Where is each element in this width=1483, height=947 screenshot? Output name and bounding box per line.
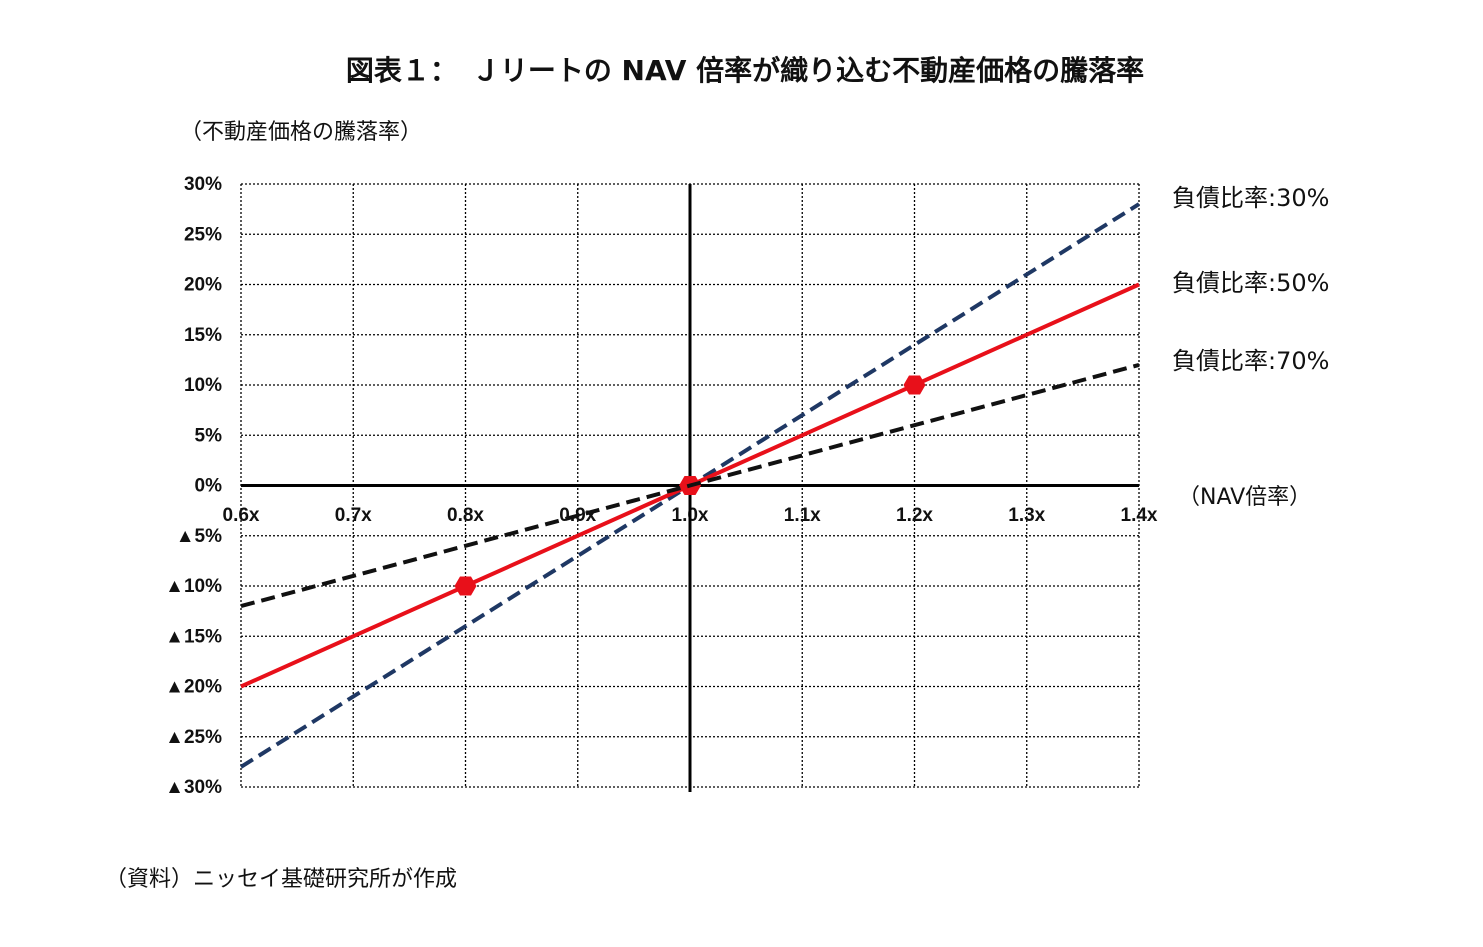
y-tick-label: ▲20% xyxy=(165,677,222,698)
series-line xyxy=(240,362,1140,609)
y-tick-label: ▲15% xyxy=(165,626,222,647)
y-tick-label: 10% xyxy=(184,375,222,396)
series-label: 負債比率:70% xyxy=(1172,347,1329,375)
y-tick-label: 5% xyxy=(195,425,223,446)
y-tick-label: 25% xyxy=(184,224,222,245)
series-label: 負債比率:30% xyxy=(1172,184,1329,212)
data-point xyxy=(454,576,477,596)
x-tick-label: 0.6x xyxy=(223,505,260,526)
x-tick-label: 1.1x xyxy=(784,505,821,526)
source-note: （資料）ニッセイ基礎研究所が作成 xyxy=(105,867,457,892)
y-tick-label: ▲10% xyxy=(165,576,222,597)
y-tick-label: 0% xyxy=(195,476,223,497)
y-tick-label: 15% xyxy=(184,325,222,346)
y-tick-label: ▲25% xyxy=(165,727,222,748)
x-axis-label: （NAV倍率） xyxy=(1178,485,1311,510)
chart-title: 図表１： Ｊリートの NAV 倍率が織り込む不動産価格の騰落率 xyxy=(346,54,1144,87)
data-point xyxy=(903,375,926,395)
x-tick-label: 1.2x xyxy=(896,505,933,526)
y-axis-label: （不動産価格の騰落率） xyxy=(180,120,422,145)
y-tick-label: 30% xyxy=(184,174,222,195)
x-tick-label: 1.3x xyxy=(1008,505,1045,526)
x-tick-label: 0.7x xyxy=(335,505,372,526)
x-tick-label: 1.4x xyxy=(1121,505,1158,526)
x-tick-label: 0.8x xyxy=(447,505,484,526)
y-tick-label: ▲5% xyxy=(176,526,222,547)
y-tick-label: 20% xyxy=(184,275,222,296)
y-tick-label: ▲30% xyxy=(165,777,222,798)
series-label: 負債比率:50% xyxy=(1172,269,1329,297)
